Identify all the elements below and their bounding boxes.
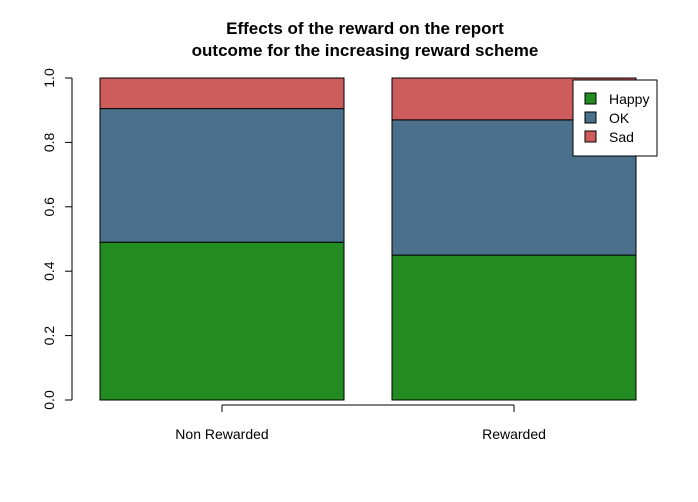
title-line-1: Effects of the reward on the report	[226, 19, 504, 38]
legend: Happy OK Sad	[572, 79, 658, 157]
bar-happy-1	[391, 254, 637, 401]
chart-title: Effects of the reward on the report outc…	[192, 19, 539, 60]
legend-swatch-sad	[584, 130, 597, 143]
bars	[99, 77, 637, 401]
bar-happy-0	[99, 241, 345, 401]
legend-swatch-ok	[584, 111, 597, 124]
title-line-2: outcome for the increasing reward scheme	[192, 41, 539, 60]
y-tick-label-4: 0.8	[41, 132, 57, 152]
legend-swatch-happy	[584, 92, 597, 105]
bar-ok-0	[99, 108, 345, 243]
x-tick-label-0: Non Rewarded	[175, 426, 268, 442]
y-axis: 0.0 0.2 0.4 0.6 0.8 1.0	[41, 68, 73, 410]
legend-label-sad: Sad	[609, 129, 634, 145]
y-tick-label-5: 1.0	[41, 68, 57, 88]
x-tick-label-1: Rewarded	[482, 426, 546, 442]
x-axis: Non Rewarded Rewarded	[175, 404, 546, 442]
y-tick-label-1: 0.2	[41, 326, 57, 346]
legend-label-happy: Happy	[609, 91, 649, 107]
legend-label-ok: OK	[609, 110, 630, 126]
y-tick-label-2: 0.4	[41, 261, 57, 281]
bar-sad-0	[99, 77, 345, 110]
y-tick-label-3: 0.6	[41, 197, 57, 217]
y-tick-label-0: 0.0	[41, 390, 57, 410]
